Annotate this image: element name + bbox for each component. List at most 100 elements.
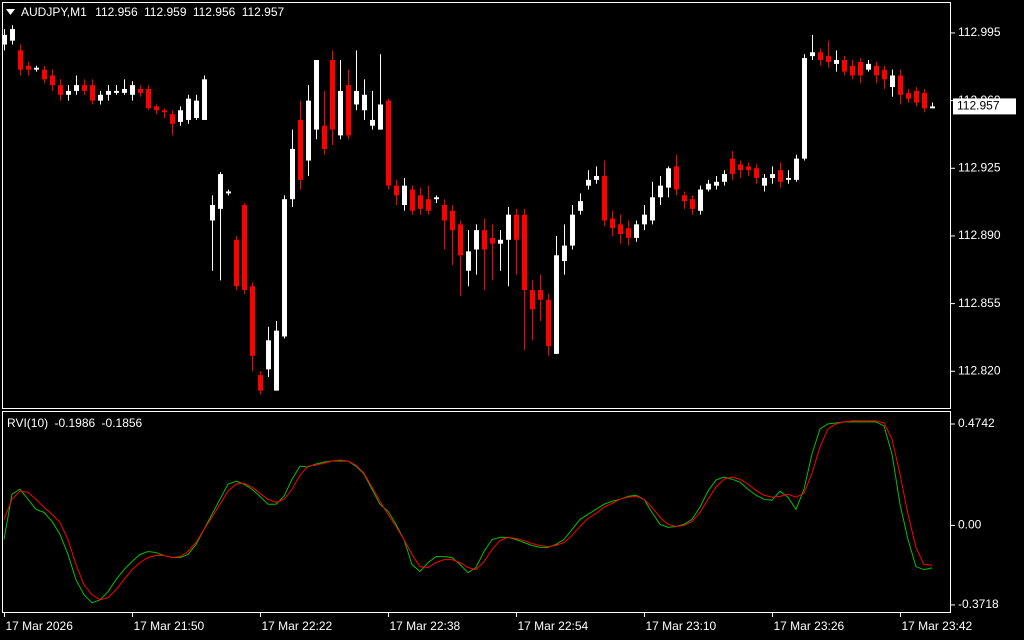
candle-body <box>666 168 671 188</box>
candle-body <box>122 89 127 93</box>
candle-body <box>866 63 871 70</box>
x-tick-label: 17 Mar 2026 <box>6 619 74 633</box>
candle-body <box>106 90 111 95</box>
candle-body <box>730 158 735 175</box>
candles <box>2 25 935 395</box>
candle-body <box>770 174 775 178</box>
candle-body <box>690 199 695 209</box>
candle-body <box>26 65 31 70</box>
candle-body <box>482 230 487 250</box>
current-price-label: 112.957 <box>957 99 1000 113</box>
candle-body <box>930 106 935 109</box>
candle-body <box>706 183 711 190</box>
candle-body <box>42 69 47 80</box>
candle-body <box>714 181 719 186</box>
candle-body <box>762 177 767 186</box>
candle-body <box>466 251 471 271</box>
candle-body <box>178 110 183 122</box>
last-open: 112.956 <box>95 5 138 19</box>
candle-body <box>378 104 383 130</box>
candle-body <box>162 110 167 113</box>
candle-body <box>570 214 575 246</box>
candle-body <box>50 75 55 86</box>
candle-body <box>138 89 143 93</box>
rvi-line <box>3 420 933 601</box>
candle-body <box>186 98 191 120</box>
y-tick-label: 112.820 <box>958 363 1001 377</box>
candle-body <box>610 218 615 229</box>
candle-body <box>578 201 583 211</box>
candle-body <box>842 60 847 72</box>
candle-body <box>786 177 791 180</box>
candle-body <box>418 195 423 209</box>
candle-body <box>58 85 63 95</box>
candle-body <box>922 92 927 109</box>
candle-body <box>442 205 447 221</box>
candle-body <box>538 290 543 300</box>
candle-body <box>18 50 23 70</box>
current-price-box <box>953 98 1016 115</box>
y-tick-label: -0.3718 <box>958 597 999 611</box>
candle-body <box>530 290 535 310</box>
rvi-main-value: -0.1986 <box>54 416 95 430</box>
candle-body <box>554 255 559 354</box>
candle-body <box>626 228 631 238</box>
candle-body <box>426 199 431 211</box>
candle-body <box>810 52 815 57</box>
candle-body <box>898 75 903 95</box>
candle-body <box>218 174 223 209</box>
rvi-line <box>3 421 933 604</box>
candle-body <box>802 58 807 159</box>
symbol-menu-arrow[interactable] <box>6 9 15 15</box>
x-tick-label: 17 Mar 21:50 <box>134 619 205 633</box>
candle-body <box>402 185 407 205</box>
price-header: AUDJPY,M1 112.956 112.959 112.956 112.95… <box>21 5 285 19</box>
candle-body <box>66 90 71 95</box>
candle-body <box>850 65 855 76</box>
candle-body <box>490 237 495 244</box>
candle-body <box>562 245 567 262</box>
candle-body <box>10 29 15 41</box>
indicator-lines <box>3 420 933 604</box>
candle-body <box>74 85 79 91</box>
candle-body <box>34 67 39 70</box>
candle-body <box>282 199 287 337</box>
candle-body <box>170 114 175 124</box>
x-tick-label: 17 Mar 23:42 <box>902 619 973 633</box>
candle-body <box>114 90 119 93</box>
candle-body <box>514 214 519 240</box>
candle-body <box>314 60 319 130</box>
y-tick-label: 112.925 <box>958 160 1001 174</box>
candle-body <box>794 158 799 180</box>
axes: 112.995112.960112.925112.890112.855112.8… <box>4 25 1016 633</box>
candle-body <box>586 179 591 186</box>
x-tick-label: 17 Mar 23:10 <box>646 619 717 633</box>
candle-body <box>826 56 831 62</box>
candle-body <box>450 210 455 231</box>
rvi-signal-value: -0.1856 <box>102 416 143 430</box>
candle-body <box>778 170 783 182</box>
candle-body <box>674 166 679 190</box>
candle-body <box>290 148 295 200</box>
y-tick-label: 112.995 <box>958 25 1001 39</box>
candle-body <box>98 94 103 101</box>
candle-body <box>386 100 391 186</box>
indicator-header: RVI(10) -0.1986 -0.1856 <box>7 416 143 430</box>
candle-body <box>306 100 311 161</box>
candle-body <box>258 375 263 391</box>
candle-body <box>154 106 159 111</box>
candle-body <box>194 100 199 118</box>
candle-body <box>834 60 839 64</box>
candle-body <box>2 34 7 45</box>
candle-body <box>658 185 663 198</box>
x-tick-label: 17 Mar 23:26 <box>774 619 845 633</box>
candle-body <box>650 197 655 221</box>
candle-body <box>274 330 279 391</box>
candle-body <box>394 185 399 196</box>
candle-body <box>322 125 327 149</box>
candle-body <box>226 191 231 194</box>
x-tick-label: 17 Mar 22:38 <box>390 619 461 633</box>
candle-body <box>90 85 95 101</box>
y-tick-label: 112.855 <box>958 296 1001 310</box>
